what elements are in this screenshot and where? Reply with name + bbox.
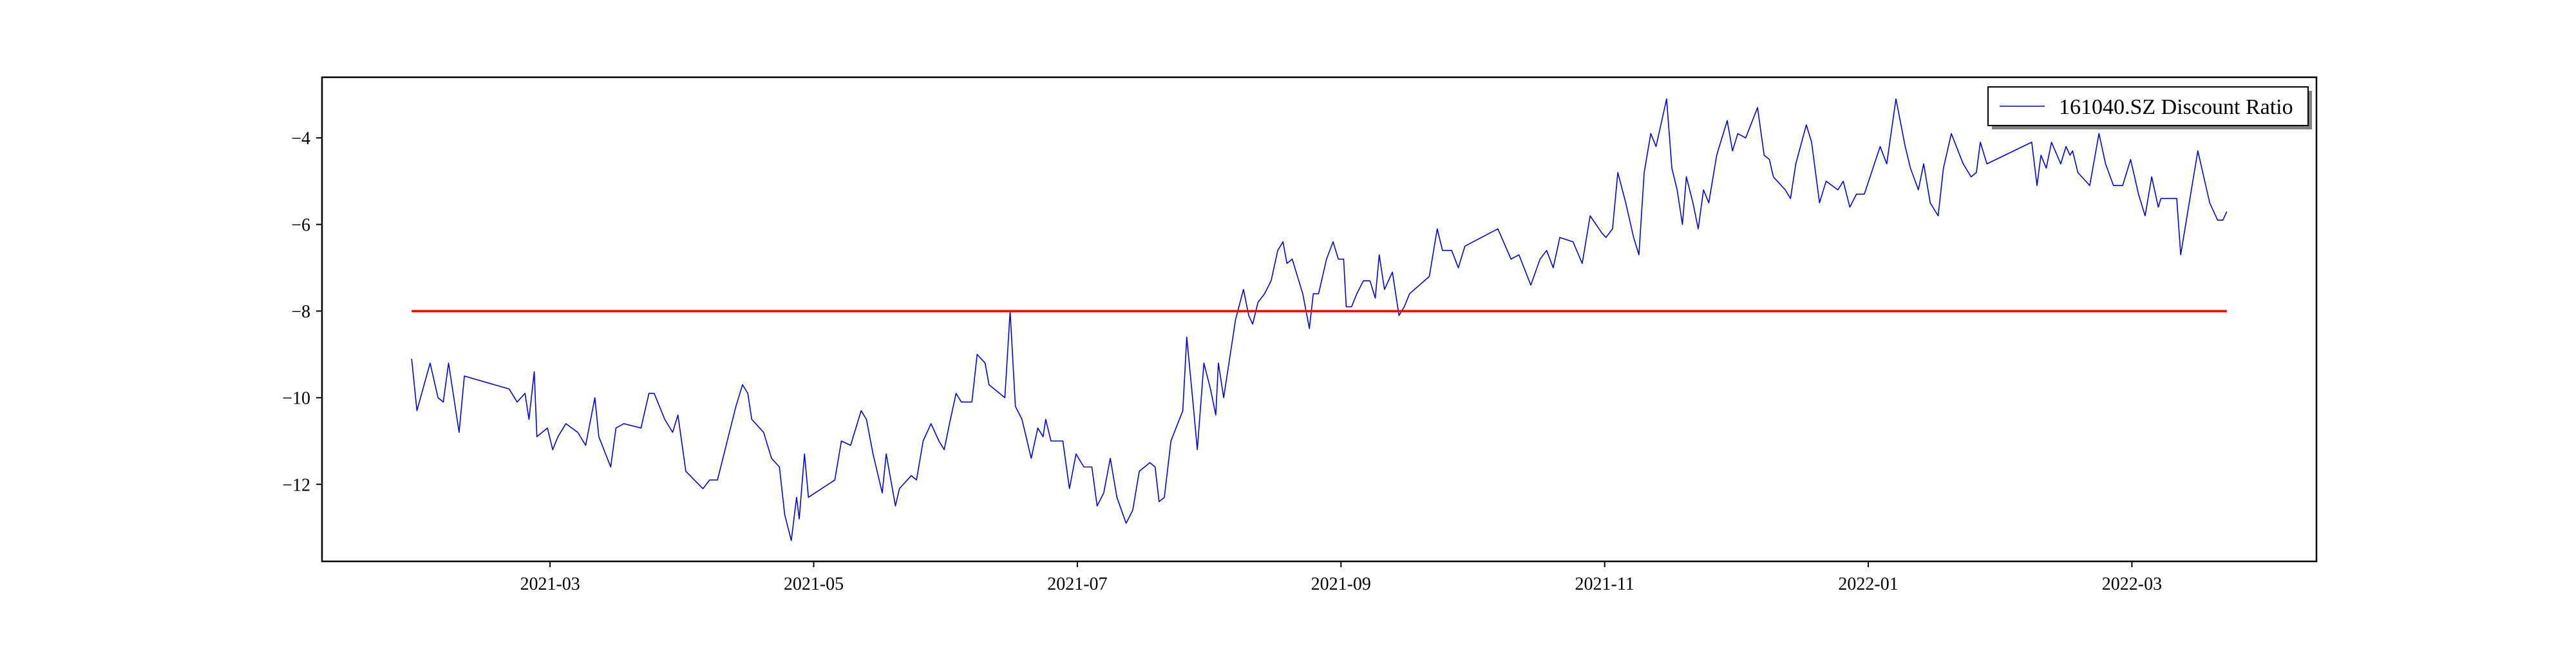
y-tick-label: −6: [291, 216, 310, 236]
y-tick-label: −4: [291, 129, 310, 149]
y-tick-label: −10: [282, 389, 310, 409]
legend-label: 161040.SZ Discount Ratio: [2059, 95, 2293, 119]
x-tick-label: 2022-01: [1838, 574, 1898, 594]
y-tick-label: −12: [282, 475, 310, 495]
x-tick-label: 2021-11: [1575, 574, 1634, 594]
plot-frame: [321, 76, 2318, 563]
x-tick-label: 2021-07: [1047, 574, 1107, 594]
x-tick-label: 2022-03: [2102, 574, 2162, 594]
x-tick-label: 2021-05: [784, 574, 844, 594]
y-tick-label: −8: [291, 302, 310, 322]
x-tick-label: 2021-09: [1311, 574, 1371, 594]
x-tick-label: 2021-03: [520, 574, 580, 594]
